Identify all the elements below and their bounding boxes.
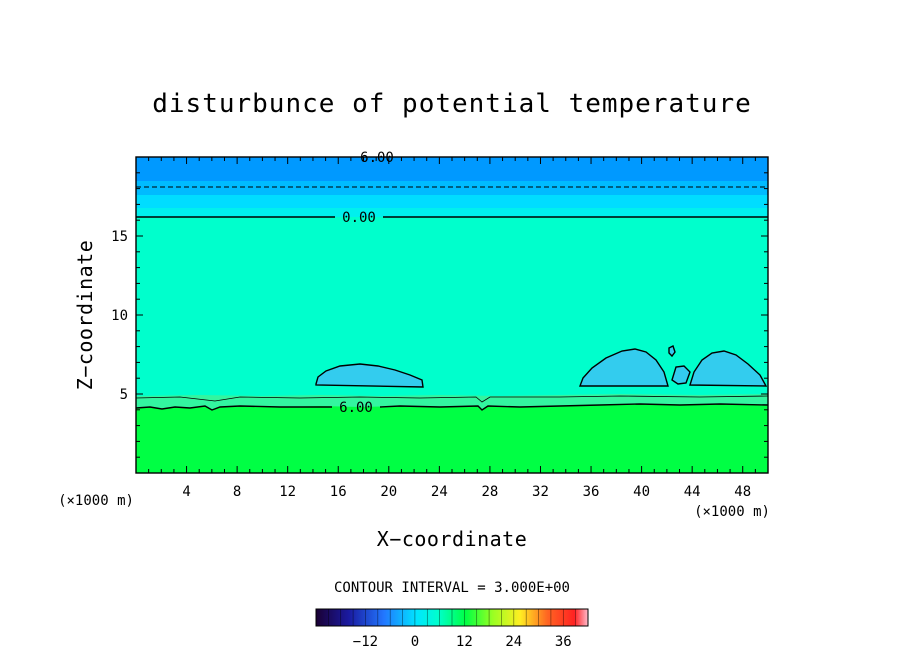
contour-six-lower — [136, 403, 768, 411]
x-tick-label: 20 — [380, 484, 397, 500]
blob-left — [315, 363, 424, 388]
contour-label-lower: 6.00 — [339, 400, 373, 416]
x-tick-label: 48 — [734, 484, 751, 500]
x-tick-label: 36 — [583, 484, 600, 500]
colorbar-tick-label: 0 — [411, 634, 419, 650]
blob-small — [671, 365, 691, 385]
y-tick-label: 5 — [120, 387, 128, 403]
upper-band-4 — [136, 208, 768, 217]
x-tick-label: 8 — [233, 484, 241, 500]
x-tick-label: 32 — [532, 484, 549, 500]
colorbar-ticks: −12 0 12 24 36 — [328, 609, 576, 650]
z-unit-label: (×1000 m) — [58, 493, 134, 509]
lower-field — [136, 404, 768, 473]
blob-right — [689, 350, 768, 387]
colorbar-tick-label: 24 — [505, 634, 522, 650]
contour-label-zero: 0.00 — [342, 210, 376, 226]
x-tick-label: 28 — [481, 484, 498, 500]
x-tick-label: 44 — [684, 484, 701, 500]
y-tick-label: 15 — [111, 229, 128, 245]
upper-band-2 — [136, 181, 768, 195]
blob-middle — [578, 348, 669, 387]
contour-interval: CONTOUR INTERVAL = 3.000E+00 — [334, 580, 570, 596]
x-ticks: 4 8 12 16 20 24 28 32 36 40 44 48 — [148, 157, 756, 500]
y-ticks: 5 10 15 — [111, 172, 768, 458]
x-tick-label: 16 — [330, 484, 347, 500]
contour-label-top: 6.00 — [360, 150, 394, 166]
x-unit-label: (×1000 m) — [694, 504, 770, 520]
x-tick-label: 40 — [633, 484, 650, 500]
contour-thin-lower — [136, 395, 768, 403]
x-tick-label: 4 — [182, 484, 190, 500]
chart-title: disturbunce of potential temperature — [152, 89, 752, 119]
x-tick-label: 24 — [431, 484, 448, 500]
upper-band-3 — [136, 195, 768, 208]
blob-tiny — [668, 345, 676, 358]
x-tick-label: 12 — [279, 484, 296, 500]
colorbar-tick-label: −12 — [353, 634, 378, 650]
colorbar-tick-label: 36 — [555, 634, 572, 650]
colorbar-tick-label: 12 — [456, 634, 473, 650]
x-axis-label: X−coordinate — [377, 527, 528, 551]
plot-area — [136, 157, 768, 473]
y-tick-label: 10 — [111, 308, 128, 324]
y-axis-label: Z−coordinate — [73, 240, 97, 391]
